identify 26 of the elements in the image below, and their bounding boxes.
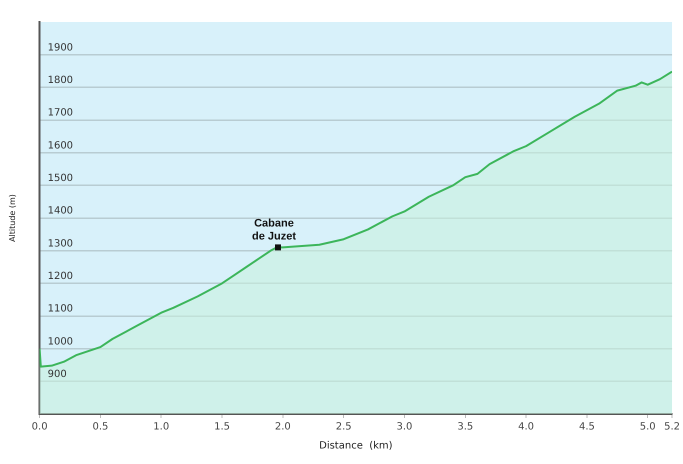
y-tick-label: 1200 <box>48 270 74 282</box>
y-tick-label: 1300 <box>48 238 74 250</box>
y-tick-label: 1500 <box>48 172 74 184</box>
x-tick-label: 5.0 <box>640 422 656 433</box>
y-tick-label: 1600 <box>48 140 74 152</box>
y-tick-label: 1800 <box>48 74 74 86</box>
x-tick-label: 0.5 <box>92 422 108 433</box>
x-tick-label: 0.0 <box>32 422 48 433</box>
y-tick-label: 1700 <box>48 108 74 119</box>
y-tick-label: 1100 <box>48 304 74 315</box>
x-tick-label: 4.0 <box>518 422 534 433</box>
x-tick-label: 5.2 <box>664 422 680 433</box>
x-tick-label: 1.5 <box>214 422 230 433</box>
annotation: Cabane de Juzet <box>252 217 296 242</box>
x-tick-label: 3.0 <box>396 422 412 433</box>
x-tick-label: 2.0 <box>274 422 291 433</box>
x-tick-label: 4.5 <box>578 422 595 433</box>
y-tick-label: 1400 <box>48 206 74 217</box>
x-tick-label: 2.5 <box>336 422 352 433</box>
y-axis-title: Altitude (m) <box>8 194 17 242</box>
y-tick-label: 1000 <box>48 336 74 348</box>
y-tick-label: 900 <box>48 368 67 380</box>
y-tick-label: 1900 <box>48 42 74 54</box>
x-axis-title: Distance (km) <box>319 440 393 452</box>
x-tick-label: 3.5 <box>457 422 474 433</box>
x-tick-label: 1.0 <box>153 422 170 433</box>
